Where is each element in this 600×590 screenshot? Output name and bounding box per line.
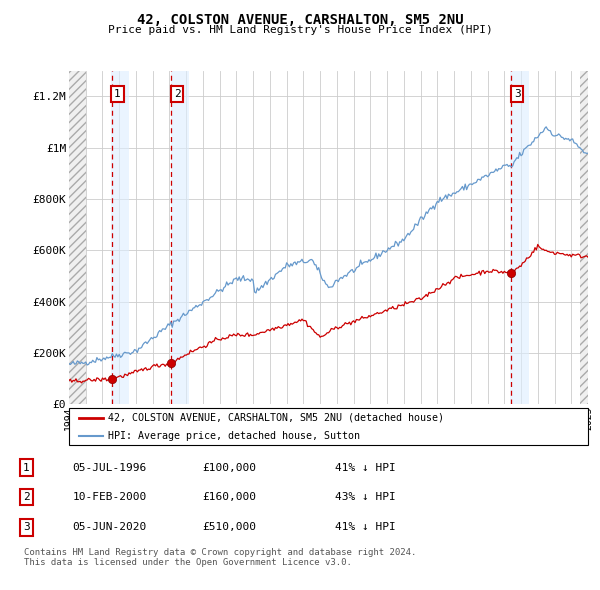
Text: 1: 1	[114, 88, 121, 99]
Text: 05-JUL-1996: 05-JUL-1996	[73, 463, 147, 473]
Text: 43% ↓ HPI: 43% ↓ HPI	[335, 492, 395, 502]
Text: 41% ↓ HPI: 41% ↓ HPI	[335, 522, 395, 532]
Text: 05-JUN-2020: 05-JUN-2020	[73, 522, 147, 532]
Text: 3: 3	[23, 522, 30, 532]
FancyBboxPatch shape	[69, 408, 588, 445]
Text: 41% ↓ HPI: 41% ↓ HPI	[335, 463, 395, 473]
Text: Price paid vs. HM Land Registry's House Price Index (HPI): Price paid vs. HM Land Registry's House …	[107, 25, 493, 35]
Text: £100,000: £100,000	[202, 463, 256, 473]
Text: HPI: Average price, detached house, Sutton: HPI: Average price, detached house, Sutt…	[108, 431, 360, 441]
Text: 2: 2	[174, 88, 181, 99]
Bar	[69, 71, 86, 404]
Text: 42, COLSTON AVENUE, CARSHALTON, SM5 2NU: 42, COLSTON AVENUE, CARSHALTON, SM5 2NU	[137, 13, 463, 27]
Text: 2: 2	[23, 492, 30, 502]
Bar	[511, 71, 529, 404]
Text: 42, COLSTON AVENUE, CARSHALTON, SM5 2NU (detached house): 42, COLSTON AVENUE, CARSHALTON, SM5 2NU …	[108, 412, 444, 422]
Text: 1: 1	[23, 463, 30, 473]
Bar	[580, 71, 596, 404]
Text: £510,000: £510,000	[202, 522, 256, 532]
Text: Contains HM Land Registry data © Crown copyright and database right 2024.
This d: Contains HM Land Registry data © Crown c…	[24, 548, 416, 567]
Text: £160,000: £160,000	[202, 492, 256, 502]
Bar	[170, 71, 189, 404]
Text: 10-FEB-2000: 10-FEB-2000	[73, 492, 147, 502]
Bar	[110, 71, 129, 404]
Text: 3: 3	[514, 88, 521, 99]
